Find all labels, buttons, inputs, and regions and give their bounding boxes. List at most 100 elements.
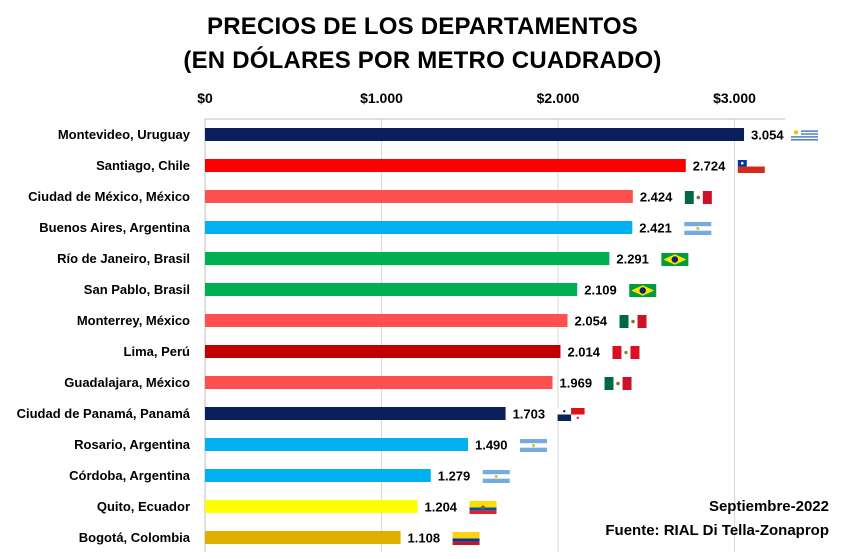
bar-row: Monterrey, México 2.054 — [77, 313, 647, 329]
category-label: Buenos Aires, Argentina — [39, 220, 191, 235]
bar-row: Ciudad de Panamá, Panamá 1.703 — [17, 406, 585, 422]
value-label: 2.109 — [584, 283, 617, 298]
bar-row: Guadalajara, México 1.969 — [64, 375, 632, 391]
footer-date: Septiembre-2022 — [708, 498, 829, 515]
flag-part — [696, 195, 701, 200]
flag-part — [482, 470, 510, 475]
category-label: Monterrey, México — [77, 313, 190, 328]
value-label: 1.279 — [438, 469, 471, 484]
flag-part — [791, 129, 818, 131]
bar — [205, 531, 401, 544]
bar-row: Bogotá, Colombia 1.108 — [79, 530, 480, 546]
flag-part — [671, 256, 679, 263]
chile-flag-icon — [737, 160, 765, 173]
flag-part — [791, 133, 818, 135]
bar — [205, 500, 418, 513]
category-label: Córdoba, Argentina — [69, 468, 191, 483]
flag-part — [612, 346, 622, 359]
bar — [205, 345, 561, 358]
flag-part — [557, 414, 572, 421]
flag-part — [791, 139, 818, 141]
value-label: 2.291 — [616, 252, 649, 267]
argentina-flag-icon — [482, 470, 510, 483]
flag-part — [684, 222, 712, 227]
flag-part — [737, 166, 765, 173]
value-label: 2.014 — [567, 345, 600, 360]
category-label: Río de Janeiro, Brasil — [57, 251, 190, 266]
category-label: Quito, Ecuador — [97, 499, 190, 514]
value-label: 1.490 — [475, 438, 508, 453]
value-label: 2.724 — [693, 159, 726, 174]
flag-part — [696, 227, 700, 230]
x-tick-label: $0 — [197, 90, 213, 106]
bar-row: Ciudad de México, México 2.424 — [28, 189, 712, 205]
flag-part — [531, 444, 535, 447]
peru-flag-icon — [612, 346, 640, 359]
bar — [205, 438, 468, 451]
x-tick-label: $1.000 — [360, 90, 403, 106]
flag-part — [630, 346, 640, 359]
uruguay-flag-icon — [791, 129, 818, 142]
flag-part — [791, 130, 818, 132]
flag-part — [791, 134, 818, 137]
bar — [205, 314, 568, 327]
colombia-flag-icon — [452, 532, 480, 545]
flag-part — [702, 191, 712, 204]
flag-part — [616, 381, 620, 386]
argentina-flag-icon — [519, 439, 547, 452]
x-tick-label: $2.000 — [537, 90, 580, 106]
flag-part — [637, 315, 647, 328]
bar-row: San Pablo, Brasil 2.109 — [84, 282, 657, 298]
x-tick-label: $3.000 — [713, 90, 756, 106]
category-label: Guadalajara, México — [64, 375, 190, 390]
category-label: Ciudad de Panamá, Panamá — [17, 406, 191, 421]
flag-part — [740, 161, 744, 165]
mexico-flag-icon — [684, 191, 712, 204]
flag-part — [482, 478, 510, 483]
bar-row: Córdoba, Argentina 1.279 — [69, 468, 510, 484]
flag-part — [684, 191, 694, 204]
flag-part — [576, 416, 579, 419]
ecuador-flag-icon — [469, 501, 497, 514]
mexico-flag-icon — [604, 377, 632, 390]
footer-source: Fuente: RIAL Di Tella-Zonaprop — [605, 522, 829, 539]
flag-part — [519, 447, 547, 452]
bar — [205, 190, 633, 203]
mexico-flag-icon — [619, 315, 647, 328]
flag-part — [563, 410, 566, 413]
value-label: 2.421 — [639, 221, 672, 236]
flag-part — [604, 377, 614, 390]
brazil-flag-icon — [629, 284, 657, 297]
value-label: 1.969 — [560, 376, 593, 391]
category-label: Rosario, Argentina — [74, 437, 191, 452]
value-label: 2.424 — [640, 190, 673, 205]
bar — [205, 283, 578, 296]
brazil-flag-icon — [661, 253, 689, 266]
value-label: 2.054 — [575, 314, 608, 329]
flag-part — [791, 137, 818, 140]
bar-row: Rosario, Argentina 1.490 — [74, 437, 547, 453]
flag-part — [452, 541, 480, 545]
flag-part — [571, 408, 585, 415]
panama-flag-icon — [557, 408, 585, 421]
bar — [205, 159, 686, 172]
bar — [205, 376, 553, 389]
flag-part — [452, 538, 480, 542]
bar — [205, 221, 633, 234]
bar-row: Río de Janeiro, Brasil 2.291 — [57, 251, 689, 267]
chart-title: PRECIOS DE LOS DEPARTAMENTOS — [207, 13, 638, 40]
flag-part — [791, 131, 818, 134]
flag-part — [469, 510, 497, 514]
category-label: San Pablo, Brasil — [84, 282, 190, 297]
category-label: Montevideo, Uruguay — [58, 127, 191, 142]
flag-part — [631, 319, 635, 324]
bar-row: Santiago, Chile 2.724 — [96, 158, 765, 174]
category-label: Ciudad de México, México — [28, 189, 190, 204]
value-label: 3.054 — [751, 128, 784, 143]
bar — [205, 407, 506, 420]
category-label: Santiago, Chile — [96, 158, 190, 173]
flag-part — [793, 130, 799, 135]
flag-part — [791, 136, 818, 138]
flag-part — [622, 377, 632, 390]
